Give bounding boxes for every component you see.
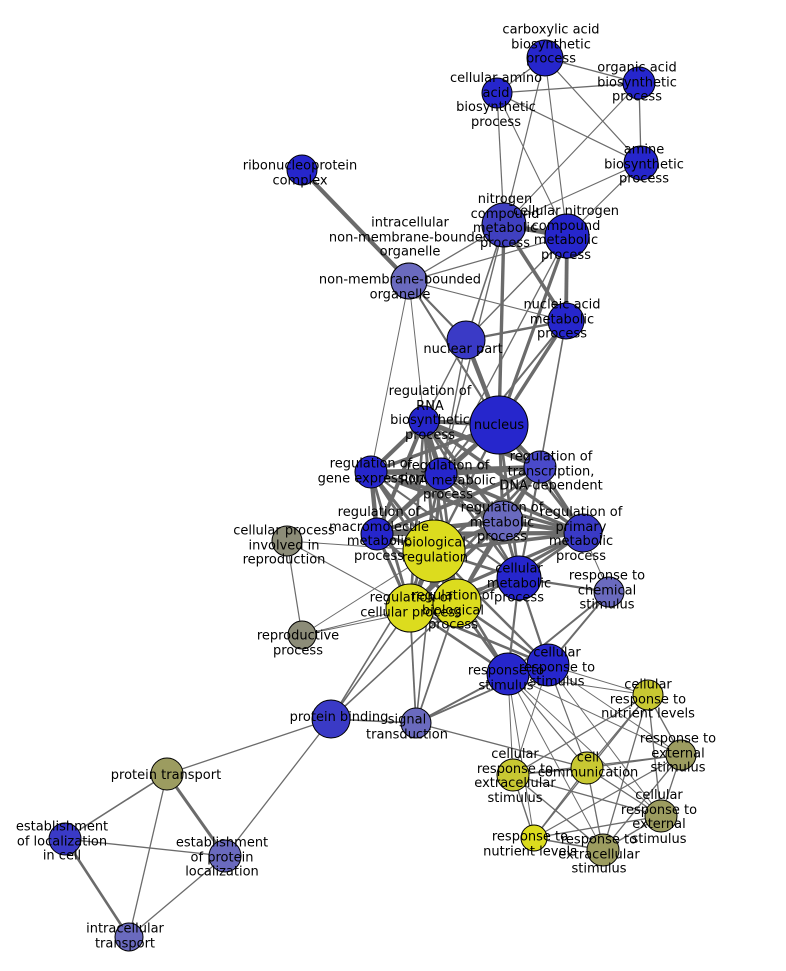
graph-edge	[370, 470, 504, 523]
graph-edge	[370, 470, 584, 535]
graph-node-ribonucleoprotein_complex[interactable]	[286, 154, 318, 186]
graph-edge	[507, 673, 662, 817]
graph-node-cellular_metabolic_process[interactable]	[496, 555, 542, 601]
graph-node-regulation_rna_metabolic[interactable]	[424, 457, 458, 491]
graph-edge	[507, 673, 535, 839]
graph-edge	[547, 664, 682, 756]
graph-node-response_to_nutrient_levels[interactable]	[520, 824, 548, 852]
graph-edge	[512, 774, 604, 851]
graph-node-regulation_primary_metabolic[interactable]	[563, 513, 603, 553]
graph-node-response_to_external_stimulus[interactable]	[665, 739, 697, 771]
graph-edge	[330, 602, 458, 720]
graph-node-cellular_amino_acid_bio[interactable]	[481, 77, 513, 109]
graph-edge	[409, 466, 541, 609]
graph-node-regulation_rna_biosynthetic[interactable]	[408, 405, 440, 437]
graph-edge	[496, 92, 642, 164]
graph-edge	[408, 280, 567, 322]
graph-node-regulation_cellular_process[interactable]	[385, 583, 435, 633]
graph-edge	[63, 838, 131, 938]
graph-edge	[503, 57, 546, 226]
graph-edge	[409, 606, 549, 667]
graph-edge	[465, 235, 568, 341]
graph-node-regulation_biological_process[interactable]	[432, 578, 482, 628]
graph-edge	[547, 664, 662, 817]
graph-node-regulation_transcription_dna_dependent[interactable]	[523, 450, 557, 484]
graph-node-establishment_of_protein_localization[interactable]	[208, 839, 242, 873]
graph-node-cellular_response_extracellular_stimulus[interactable]	[496, 758, 530, 792]
graph-edge	[496, 92, 568, 237]
graph-edge	[496, 82, 640, 94]
graph-edge	[408, 420, 426, 609]
graph-edge	[503, 162, 642, 226]
graph-node-response_to_extracellular_stimulus[interactable]	[586, 833, 620, 867]
graph-node-cellular_response_to_stimulus[interactable]	[526, 643, 570, 687]
graph-node-protein_binding[interactable]	[311, 699, 351, 739]
graph-node-regulation_macromolecule_metabolic[interactable]	[360, 517, 394, 551]
graph-node-intracellular_transport[interactable]	[114, 922, 144, 952]
graph-edge	[544, 57, 568, 237]
graph-edge	[128, 855, 226, 938]
graph-edge	[166, 718, 332, 775]
graph-node-amine_bio[interactable]	[623, 145, 659, 181]
graph-edge	[408, 280, 425, 422]
graph-edge	[497, 224, 506, 426]
graph-node-organic_acid_bio[interactable]	[622, 66, 656, 100]
graph-edge	[64, 838, 226, 857]
graph-edge	[539, 320, 567, 468]
graph-edge	[533, 815, 662, 839]
graph-edge	[286, 540, 303, 636]
graph-edge	[602, 754, 682, 851]
graph-edge	[64, 773, 168, 840]
graph-node-nitrogen_compound_metabolic[interactable]	[481, 202, 527, 248]
graph-node-carboxylic_acid_bio[interactable]	[526, 39, 564, 77]
graph-edge	[224, 718, 332, 857]
graph-node-cellular_response_nutrient_levels[interactable]	[632, 679, 664, 711]
graph-edge	[408, 235, 568, 282]
graph-edge	[497, 235, 569, 426]
graph-node-nucleus[interactable]	[469, 395, 529, 455]
graph-node-cellular_nitrogen_compound_metabolic[interactable]	[544, 213, 590, 259]
edge-layer	[63, 57, 682, 938]
graph-node-response_to_stimulus[interactable]	[486, 652, 530, 696]
graph-edge	[507, 591, 610, 675]
graph-edge	[440, 339, 467, 475]
graph-node-cell_communication[interactable]	[570, 751, 604, 785]
graph-node-nucleic_acid_metabolic[interactable]	[547, 302, 585, 340]
graph-node-protein_transport[interactable]	[150, 757, 184, 791]
graph-edge	[512, 774, 662, 817]
graph-node-reproductive_process[interactable]	[287, 620, 317, 650]
node-layer	[48, 39, 697, 952]
graph-node-response_to_chemical_stimulus[interactable]	[593, 576, 625, 608]
graph-edge	[165, 773, 227, 857]
graph-node-regulation_metabolic_process[interactable]	[482, 500, 524, 542]
graph-edge	[512, 694, 649, 776]
graph-edge	[503, 82, 640, 226]
graph-node-nuclear_part[interactable]	[446, 320, 486, 360]
graph-node-cellular_response_external_stimulus[interactable]	[644, 799, 678, 833]
graph-node-establishment_of_localization_in_cell[interactable]	[48, 822, 82, 856]
graph-edge	[507, 673, 604, 851]
graph-node-regulation_gene_expression[interactable]	[354, 455, 388, 489]
graph-edge	[647, 694, 662, 817]
graph-edge	[423, 419, 584, 535]
graph-edge	[507, 673, 682, 756]
graph-edge	[415, 722, 588, 769]
graph-node-signal_transduction[interactable]	[400, 707, 432, 739]
graph-node-cellular_process_involved_reproduction[interactable]	[271, 525, 303, 557]
graph-edge	[128, 773, 168, 938]
graph-node-biological_regulation[interactable]	[402, 519, 466, 583]
graph-edge	[370, 280, 410, 473]
graph-node-non_membrane_bounded_organelle[interactable]	[390, 262, 428, 300]
graph-edge	[330, 550, 435, 720]
graph-edge	[533, 754, 682, 839]
graph-edge	[544, 57, 642, 164]
